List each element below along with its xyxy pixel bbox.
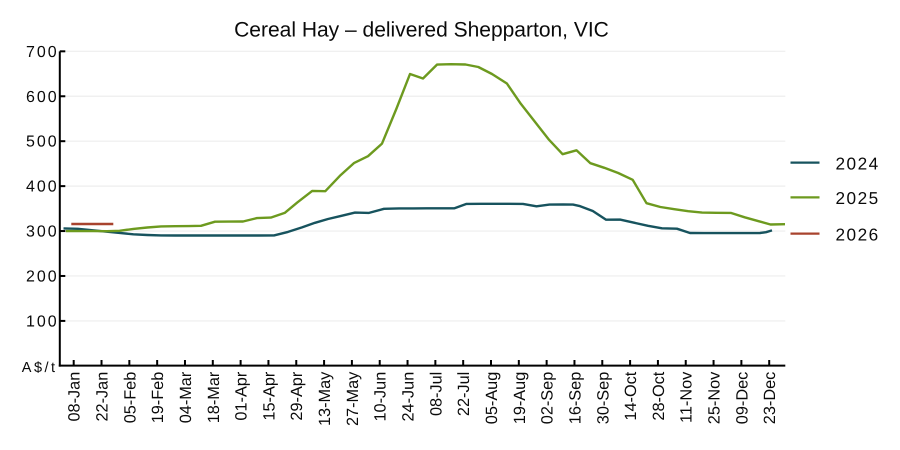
- svg-text:500: 500: [26, 134, 59, 151]
- svg-text:Cereal Hay – delivered Sheppar: Cereal Hay – delivered Shepparton, VIC: [234, 18, 609, 41]
- svg-text:2024: 2024: [836, 153, 880, 173]
- svg-text:25-Nov: 25-Nov: [706, 371, 724, 424]
- svg-text:22-Jan: 22-Jan: [94, 372, 112, 422]
- svg-text:01-Apr: 01-Apr: [233, 371, 251, 420]
- svg-text:16-Sep: 16-Sep: [566, 372, 584, 425]
- svg-text:14-Oct: 14-Oct: [622, 371, 640, 420]
- svg-text:08-Jan: 08-Jan: [66, 372, 84, 422]
- svg-text:23-Dec: 23-Dec: [761, 372, 779, 425]
- svg-text:11-Nov: 11-Nov: [678, 371, 696, 423]
- svg-text:09-Dec: 09-Dec: [733, 372, 751, 425]
- svg-text:19-Aug: 19-Aug: [511, 372, 529, 425]
- svg-text:13-May: 13-May: [316, 371, 334, 426]
- svg-text:100: 100: [26, 313, 59, 330]
- svg-text:400: 400: [26, 179, 59, 196]
- svg-text:29-Apr: 29-Apr: [288, 371, 306, 420]
- svg-text:28-Oct: 28-Oct: [650, 371, 668, 420]
- svg-text:30-Sep: 30-Sep: [594, 372, 612, 425]
- svg-text:200: 200: [26, 268, 59, 285]
- svg-text:22-Jul: 22-Jul: [455, 372, 473, 416]
- svg-text:2025: 2025: [836, 188, 880, 208]
- svg-text:18-Mar: 18-Mar: [205, 371, 223, 423]
- svg-text:08-Jul: 08-Jul: [427, 372, 445, 416]
- svg-text:19-Feb: 19-Feb: [149, 372, 167, 424]
- svg-text:27-May: 27-May: [344, 371, 362, 426]
- svg-text:300: 300: [26, 224, 59, 241]
- svg-text:A$/t: A$/t: [22, 360, 58, 376]
- svg-text:24-Jun: 24-Jun: [400, 372, 418, 422]
- svg-text:05-Aug: 05-Aug: [483, 372, 501, 425]
- svg-text:02-Sep: 02-Sep: [539, 372, 557, 425]
- svg-text:04-Mar: 04-Mar: [177, 371, 195, 423]
- svg-text:600: 600: [26, 89, 59, 106]
- svg-text:2026: 2026: [836, 224, 880, 244]
- svg-text:05-Feb: 05-Feb: [121, 372, 139, 424]
- svg-text:700: 700: [26, 44, 59, 61]
- svg-text:10-Jun: 10-Jun: [372, 372, 390, 422]
- svg-text:15-Apr: 15-Apr: [260, 371, 278, 420]
